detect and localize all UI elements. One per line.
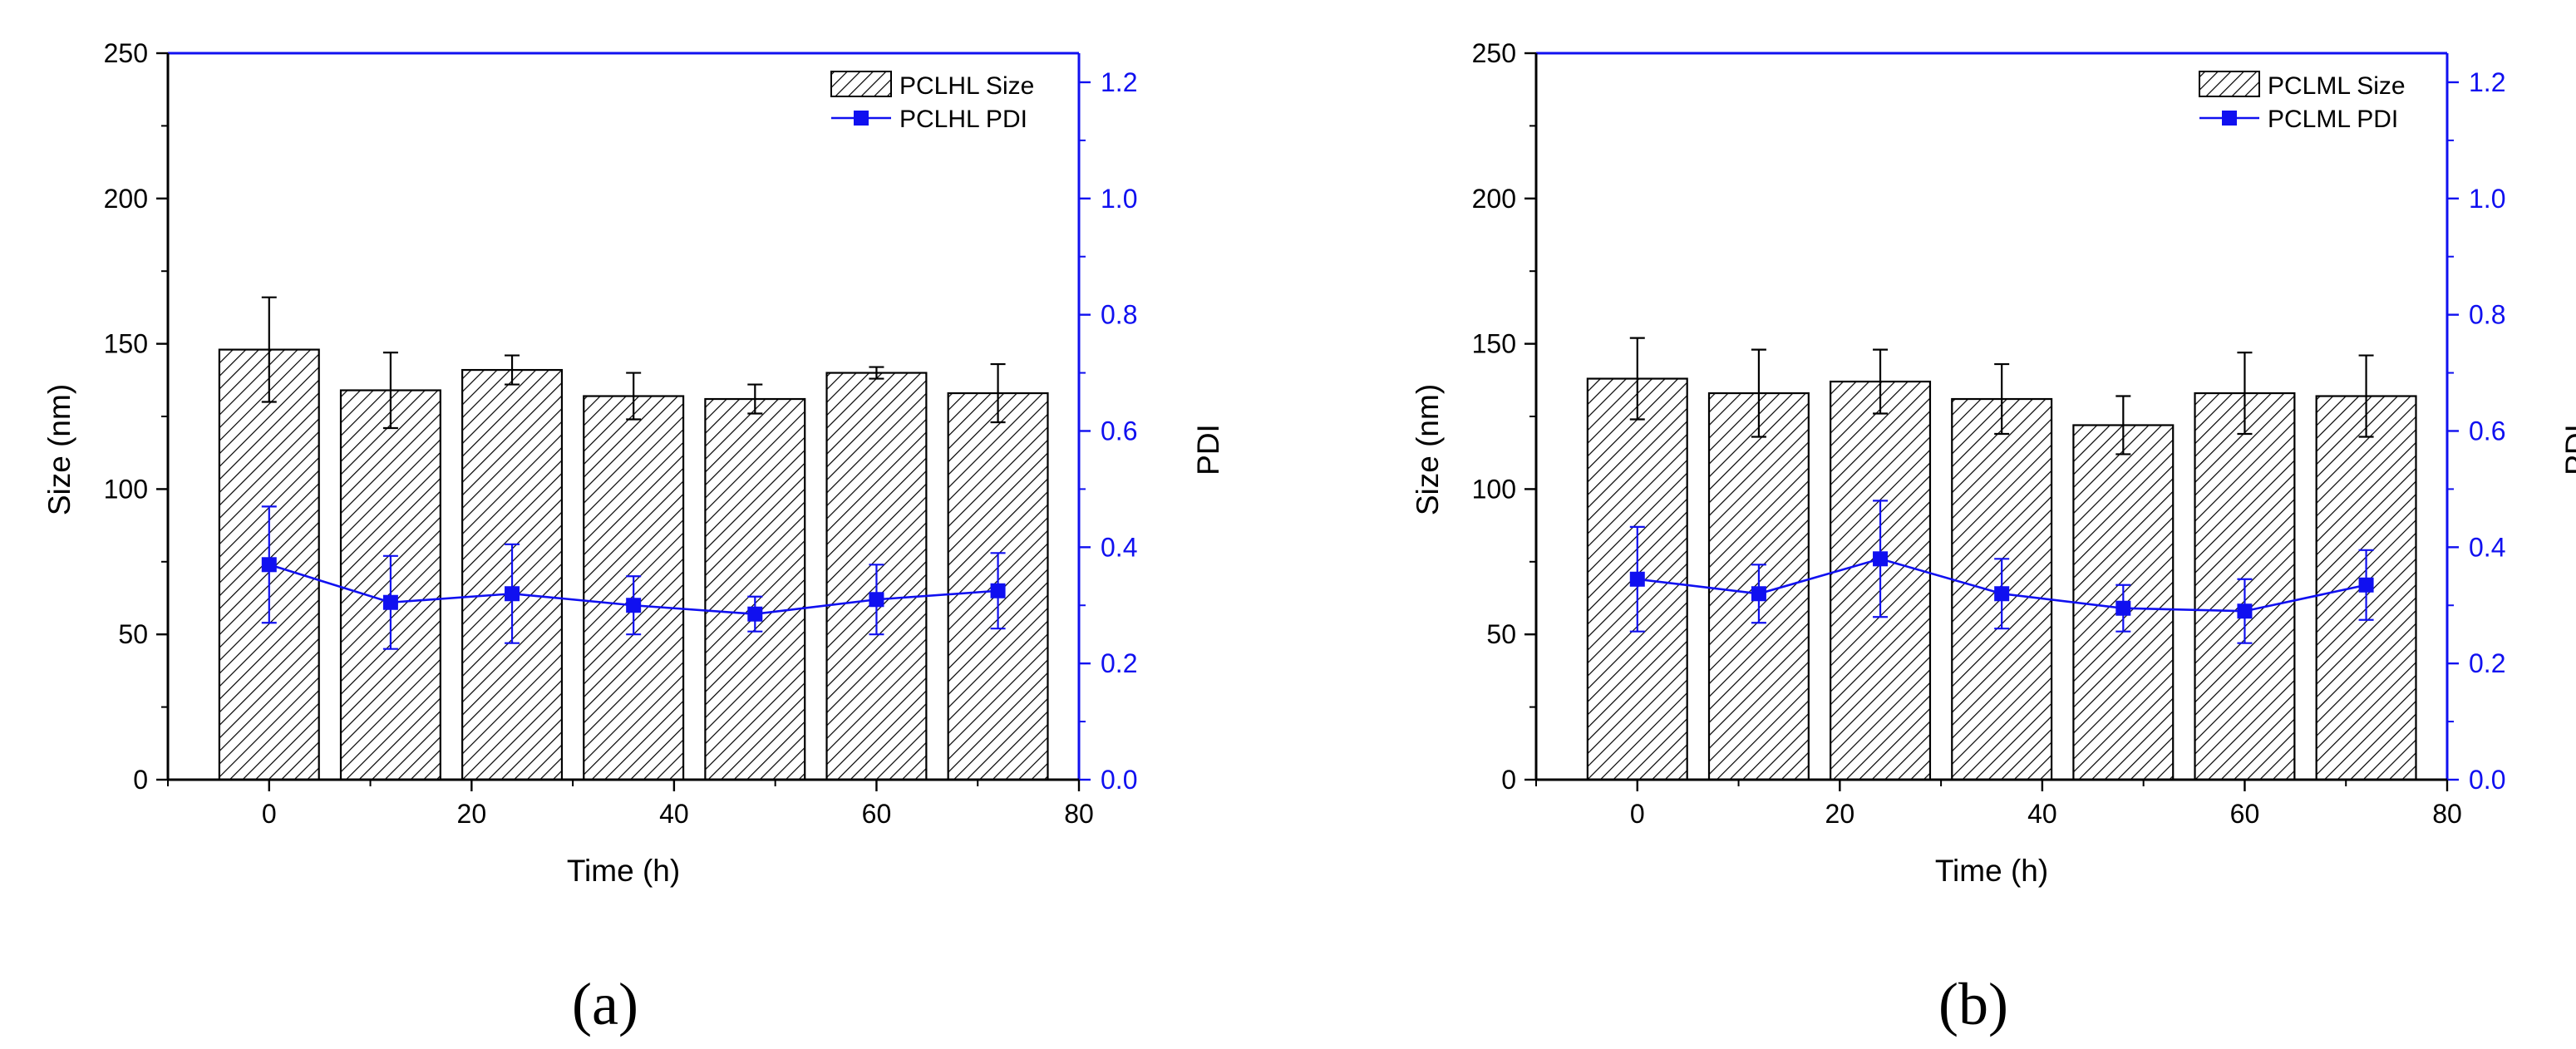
y-tick-label: 0 <box>133 765 148 795</box>
y-tick-label: 150 <box>104 329 148 359</box>
legend-pdi-marker <box>854 111 869 126</box>
x-tick-label: 0 <box>1630 799 1645 829</box>
x-tick-label: 20 <box>457 799 487 829</box>
y2-tick-label: 1.2 <box>1101 67 1137 97</box>
pdi-marker <box>626 598 642 613</box>
y-tick-label: 250 <box>1472 38 1516 68</box>
y-tick-label: 200 <box>104 184 148 214</box>
x-axis-title: Time (h) <box>567 854 680 888</box>
x-axis-title: Time (h) <box>1935 854 2048 888</box>
y-tick-label: 0 <box>1501 765 1516 795</box>
size-error-bar <box>1751 348 1766 438</box>
y2-tick-label: 0.8 <box>2469 300 2505 330</box>
legend: PCLML Size PCLML PDI <box>2199 71 2406 133</box>
size-error-bar <box>2358 354 2374 438</box>
x-tick-label: 80 <box>1064 799 1094 829</box>
y2-tick-label: 0.2 <box>1101 648 1137 678</box>
x-tick-label: 60 <box>2230 799 2260 829</box>
legend-size-swatch <box>830 71 892 97</box>
y2-tick-label: 0.2 <box>2469 648 2505 678</box>
size-error-bar <box>747 383 763 415</box>
pdi-marker <box>1873 551 1889 567</box>
y-tick-label: 200 <box>1472 184 1516 214</box>
size-error-bar <box>382 351 398 430</box>
size-error-bar <box>869 366 884 380</box>
legend-pdi-label: PCLML PDI <box>2268 106 2398 133</box>
size-error-bar <box>990 362 1006 424</box>
y2-axis-title: PDI <box>2559 424 2576 475</box>
y2-tick-label: 0.0 <box>1101 765 1137 795</box>
pdi-marker <box>1994 586 2010 602</box>
pdi-marker <box>869 592 884 608</box>
y-tick-label: 50 <box>118 619 148 649</box>
legend-pdi-label: PCLHL PDI <box>899 106 1027 133</box>
x-tick-label: 20 <box>1825 799 1855 829</box>
pdi-marker <box>505 586 520 602</box>
legend-size-label: PCLHL Size <box>899 72 1034 100</box>
size-error-bar <box>626 372 642 421</box>
size-error-bar <box>261 296 277 403</box>
x-tick-label: 40 <box>2027 799 2057 829</box>
y2-tick-label: 0.0 <box>2469 765 2505 795</box>
legend-size-swatch <box>2199 71 2260 97</box>
size-error-bar <box>2115 395 2131 456</box>
y-tick-label: 50 <box>1486 619 1516 649</box>
pdi-marker <box>1751 586 1766 602</box>
y2-tick-label: 0.8 <box>1101 300 1137 330</box>
pdi-marker <box>1629 571 1645 587</box>
y-tick-label: 100 <box>1472 474 1516 504</box>
size-error-bar <box>2237 351 2253 436</box>
legend: PCLHL Size PCLHL PDI <box>830 71 1034 133</box>
pdi-marker <box>261 557 277 573</box>
y2-tick-label: 0.6 <box>1101 416 1137 446</box>
pdi-marker <box>2358 577 2374 593</box>
pdi-marker <box>747 606 763 622</box>
size-bar <box>704 397 806 781</box>
y-tick-label: 250 <box>104 38 148 68</box>
panel-label: (b) <box>1938 971 2008 1037</box>
size-error-bar <box>1873 348 1889 415</box>
y2-tick-label: 0.4 <box>1101 532 1137 562</box>
x-tick-label: 60 <box>862 799 892 829</box>
x-tick-label: 40 <box>659 799 689 829</box>
y-tick-label: 150 <box>1472 329 1516 359</box>
y2-tick-label: 1.0 <box>1101 184 1137 214</box>
y2-tick-label: 0.4 <box>2469 532 2505 562</box>
pdi-marker <box>382 594 398 610</box>
pdi-marker <box>2115 600 2131 616</box>
size-error-bar <box>1994 362 2010 436</box>
y2-tick-label: 0.6 <box>2469 416 2505 446</box>
y2-axis-title: PDI <box>1191 424 1225 475</box>
y-axis-title: Size (nm) <box>1411 384 1445 515</box>
legend-pdi-marker <box>2222 111 2237 126</box>
chart-panel-a: 0 50 100 150 200 250 0.0 0.2 0.4 0.6 0.8 1.0 1.2 0 20 4… <box>42 38 1225 1037</box>
x-tick-label: 80 <box>2432 799 2462 829</box>
pdi-marker <box>990 583 1006 598</box>
size-error-bar <box>505 354 520 386</box>
y2-tick-label: 1.2 <box>2469 67 2505 97</box>
x-tick-label: 0 <box>262 799 277 829</box>
y-axis-title: Size (nm) <box>42 384 76 515</box>
y-tick-label: 100 <box>104 474 148 504</box>
panel-label: (a) <box>572 971 638 1037</box>
chart-panel-b: 0 50 100 150 200 250 0.0 0.2 0.4 0.6 0.8 1.0 1.2 0 20 4… <box>1411 38 2576 1037</box>
size-error-bar <box>1629 337 1645 421</box>
legend-size-label: PCLML Size <box>2268 72 2406 100</box>
y2-tick-label: 1.0 <box>2469 184 2505 214</box>
pdi-marker <box>2237 603 2253 619</box>
